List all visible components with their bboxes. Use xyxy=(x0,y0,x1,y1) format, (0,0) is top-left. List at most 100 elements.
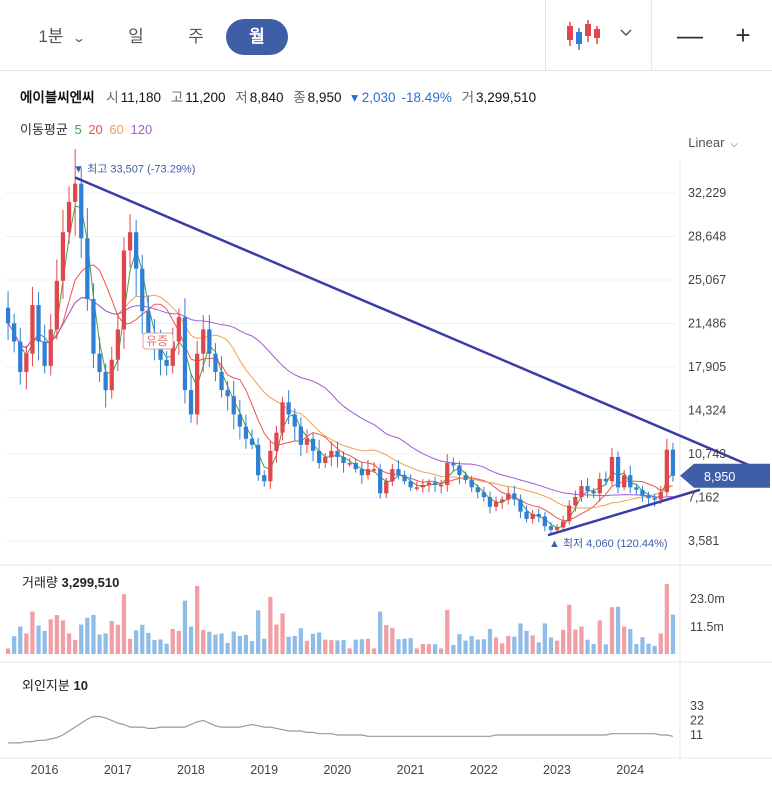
volume-bar xyxy=(518,623,523,654)
zoom-out-button[interactable]: — xyxy=(677,20,703,50)
candle-body xyxy=(60,232,66,281)
volume-bar xyxy=(201,629,206,654)
ma-60: 60 xyxy=(109,122,124,137)
candle-body xyxy=(420,484,425,488)
volume-bar xyxy=(640,637,645,654)
volume-bar xyxy=(317,632,322,654)
zoom-in-button[interactable]: + xyxy=(735,20,751,50)
candle-body xyxy=(518,499,523,512)
volume-bar xyxy=(97,634,102,654)
volume-bar xyxy=(237,635,242,654)
volume-bar xyxy=(548,637,554,654)
candle-body xyxy=(664,449,669,493)
volume-bar xyxy=(371,648,377,654)
candle-body xyxy=(390,469,395,482)
candle-body xyxy=(286,402,291,415)
volume-bar xyxy=(323,639,328,654)
price-tick-label: 17,905 xyxy=(688,360,726,374)
candle-body xyxy=(121,250,127,330)
candle-body xyxy=(579,486,584,498)
volume-bar xyxy=(536,642,541,654)
candle-body xyxy=(347,463,352,465)
candle-body xyxy=(201,329,206,354)
price-tick-label: 3,581 xyxy=(688,534,719,548)
volume-bar xyxy=(256,610,261,654)
candle-body xyxy=(628,475,633,488)
volume-bar xyxy=(664,584,669,654)
toolbar-divider xyxy=(545,0,546,70)
volume-bar xyxy=(628,628,633,654)
candle-body xyxy=(249,438,255,445)
volume-label: 거 xyxy=(461,90,475,105)
volume-bar xyxy=(310,633,316,654)
volume-bar xyxy=(152,639,157,654)
candle-body xyxy=(24,353,29,372)
resistance-trendline xyxy=(74,176,765,473)
candle-body xyxy=(591,490,596,494)
volume-bar xyxy=(48,619,53,654)
candle-body xyxy=(231,396,236,415)
ma-60-line xyxy=(7,294,674,509)
volume-bar xyxy=(451,644,456,654)
volume-bar xyxy=(524,630,529,654)
candlestick-icon xyxy=(567,20,632,50)
chevron-down-icon xyxy=(620,29,632,37)
volume-bar xyxy=(615,606,621,654)
volume-bar xyxy=(591,643,596,654)
volume-bar xyxy=(646,643,651,654)
volume-bar xyxy=(292,635,297,654)
chevron-down-icon: ⌄ xyxy=(71,31,86,45)
scale-mode-selector[interactable]: Linear ⌵ xyxy=(688,135,738,150)
candle-body xyxy=(225,390,230,397)
candle-body xyxy=(91,299,96,354)
volume-bar xyxy=(5,648,11,654)
volume-bar xyxy=(304,640,310,654)
volume-bar xyxy=(341,640,346,654)
volume-bar xyxy=(487,628,493,654)
volume-bar xyxy=(182,600,188,654)
volume-bar xyxy=(268,596,273,654)
timeframe-week[interactable]: 주 xyxy=(188,27,204,46)
event-marker-label: 유증 xyxy=(146,334,168,348)
volume-bar xyxy=(463,640,468,654)
candle-body xyxy=(182,317,188,391)
volume-bar xyxy=(365,638,371,654)
candle-body xyxy=(85,238,90,300)
volume-bar xyxy=(603,644,608,654)
volume-bar xyxy=(12,636,17,654)
year-tick-label: 2023 xyxy=(543,763,571,777)
year-tick-label: 2021 xyxy=(397,763,425,777)
min-price-annotation: ▲ 최저 4,060 (120.44%) xyxy=(549,537,668,550)
candle-body xyxy=(207,329,212,354)
volume-panel-value: 3,299,510 xyxy=(61,575,120,590)
candle-body xyxy=(585,486,590,491)
volume-bar xyxy=(42,630,47,654)
chart-type-selector[interactable] xyxy=(560,0,640,70)
close-label: 종 xyxy=(293,90,306,105)
candle-body xyxy=(158,347,163,360)
volume-bar xyxy=(634,644,639,654)
candle-body xyxy=(365,469,371,476)
volume-tick-label: 23.0m xyxy=(690,592,725,606)
candle-body xyxy=(512,493,517,500)
timeframe-month[interactable]: 월 xyxy=(226,19,288,55)
timeframe-1min[interactable]: 1분 ⌄ xyxy=(26,19,96,55)
candle-body xyxy=(310,438,316,451)
candle-body xyxy=(213,353,218,372)
volume-bar xyxy=(66,633,72,654)
candle-body xyxy=(335,450,340,457)
volume-bar xyxy=(121,594,127,654)
candle-body xyxy=(298,426,303,445)
foreign-title: 외인지분 xyxy=(22,678,70,693)
volume-bar xyxy=(414,648,419,654)
price-tick-label: 10,743 xyxy=(688,447,726,461)
candle-body xyxy=(42,341,47,366)
candle-body xyxy=(237,414,242,427)
timeframe-day[interactable]: 일 xyxy=(128,27,144,46)
candle-body xyxy=(561,521,566,528)
high-label: 고 xyxy=(170,90,184,105)
open-value: 11,180 xyxy=(120,90,162,105)
candle-body xyxy=(188,390,194,415)
candle-body xyxy=(54,280,59,330)
